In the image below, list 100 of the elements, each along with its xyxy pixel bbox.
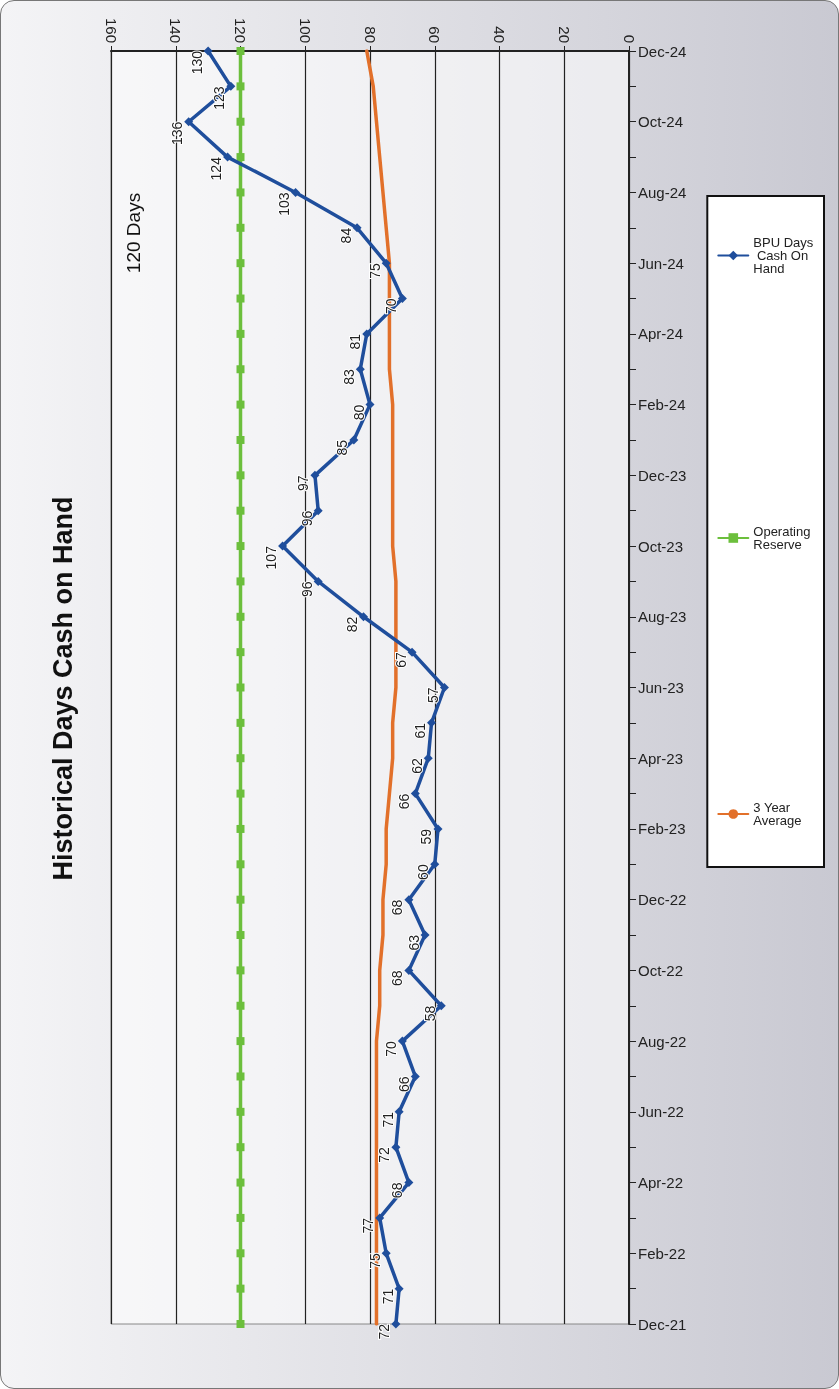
- point: [397, 1036, 407, 1046]
- y-tick-label: Feb-24: [638, 396, 686, 414]
- point: [381, 1248, 391, 1258]
- data-label: 57: [424, 687, 441, 704]
- point: [394, 1107, 404, 1117]
- y-tick-label: Dec-24: [638, 42, 687, 60]
- point: [236, 1107, 245, 1116]
- point: [236, 860, 245, 869]
- y-tick-label: Dec-23: [638, 466, 687, 484]
- y-tick-label: Aug-22: [638, 1032, 687, 1050]
- point: [236, 1249, 245, 1258]
- y-tick-label: Oct-22: [638, 961, 684, 979]
- point: [349, 435, 359, 445]
- legend-label: Operating Reserve: [753, 524, 814, 552]
- point: [236, 895, 245, 904]
- point: [236, 153, 245, 162]
- point: [236, 1284, 245, 1293]
- point: [236, 754, 245, 763]
- annotation: 120 Days: [122, 192, 144, 274]
- data-label: 70: [382, 298, 399, 315]
- data-label: 66: [395, 793, 412, 810]
- y-tick-label: Apr-22: [638, 1174, 684, 1192]
- point: [278, 541, 288, 551]
- point: [410, 1071, 420, 1081]
- data-label: 68: [389, 1182, 406, 1199]
- legend-label: BPU Days Cash On Hand: [753, 235, 814, 276]
- point: [184, 117, 194, 127]
- x-tick-label: 0: [620, 34, 638, 43]
- data-label: 82: [344, 616, 361, 633]
- data-label: 77: [360, 1217, 377, 1234]
- point: [236, 966, 245, 975]
- x-tick-label: 160: [102, 17, 120, 43]
- x-tick-label: 40: [491, 26, 508, 43]
- point: [439, 683, 449, 692]
- point: [430, 859, 440, 869]
- data-label: 59: [418, 828, 435, 845]
- x-tick-label: 120: [232, 17, 249, 43]
- point: [313, 506, 323, 516]
- point: [236, 1072, 245, 1081]
- data-label: 67: [392, 651, 409, 668]
- y-tick-label: Dec-21: [638, 1315, 687, 1333]
- y-tick-label: Jun-23: [638, 679, 684, 696]
- x-tick-label: 60: [426, 26, 444, 43]
- point: [381, 258, 391, 268]
- data-label: 71: [379, 1111, 396, 1128]
- point: [236, 188, 245, 197]
- point: [236, 294, 245, 303]
- data-label: 124: [208, 156, 225, 181]
- point: [404, 965, 414, 975]
- data-label: 63: [405, 934, 422, 951]
- x-tick-label: 20: [555, 26, 573, 43]
- point: [236, 1143, 245, 1152]
- point: [436, 1001, 446, 1011]
- data-label: 61: [412, 722, 429, 739]
- data-label: 84: [337, 227, 354, 244]
- point: [355, 364, 365, 374]
- point: [236, 329, 245, 338]
- point: [236, 223, 245, 232]
- point: [375, 1213, 385, 1223]
- y-tick-label: Dec-22: [638, 891, 687, 909]
- data-label: 75: [366, 262, 383, 279]
- point: [236, 117, 245, 126]
- y-tick-label: Aug-23: [638, 608, 687, 626]
- data-label: 75: [366, 1253, 383, 1269]
- point: [236, 683, 245, 692]
- y-tick-label: Apr-23: [638, 749, 684, 767]
- point: [391, 1142, 401, 1152]
- data-label: 85: [334, 439, 351, 456]
- point: [236, 542, 245, 551]
- point: [236, 1320, 245, 1328]
- point: [236, 435, 245, 444]
- point: [236, 1037, 245, 1046]
- point: [391, 1319, 401, 1329]
- data-label: 70: [382, 1040, 399, 1057]
- point: [236, 1178, 245, 1187]
- data-label: 107: [263, 545, 280, 570]
- data-label: 72: [376, 1323, 393, 1340]
- point: [236, 718, 245, 727]
- point: [226, 81, 236, 91]
- data-label: 97: [295, 475, 312, 491]
- y-tick-label: Jun-22: [638, 1103, 684, 1121]
- y-tick-label: Feb-22: [638, 1244, 686, 1262]
- data-label: 68: [389, 970, 406, 986]
- point: [291, 187, 301, 197]
- point: [365, 400, 375, 410]
- point: [404, 895, 414, 905]
- point: [236, 82, 245, 91]
- point: [407, 647, 417, 657]
- point: [359, 612, 369, 622]
- y-tick-label: Feb-23: [638, 820, 686, 838]
- point: [236, 259, 245, 268]
- data-label: 123: [211, 86, 228, 110]
- point: [313, 576, 323, 586]
- point: [236, 824, 245, 833]
- data-label: 72: [376, 1146, 393, 1163]
- point: [236, 1001, 245, 1010]
- point: [236, 789, 245, 798]
- y-tick-label: Jun-24: [638, 254, 684, 272]
- data-label: 130: [188, 50, 205, 75]
- legend-label: 3 Year Average: [753, 800, 802, 828]
